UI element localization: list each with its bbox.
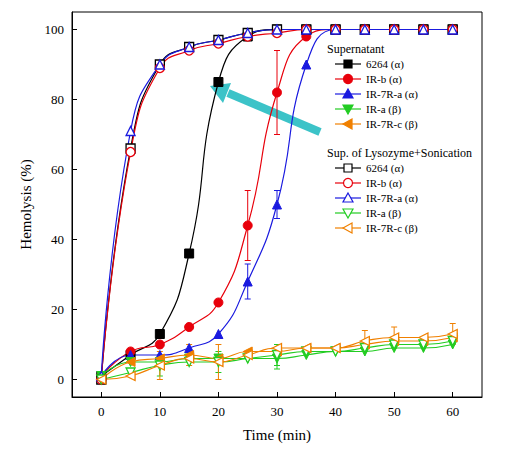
svg-text:6264 (α): 6264 (α) bbox=[366, 162, 404, 175]
svg-text:50: 50 bbox=[388, 404, 401, 419]
svg-text:20: 20 bbox=[212, 404, 225, 419]
svg-text:IR-7R-c (β): IR-7R-c (β) bbox=[366, 118, 418, 131]
svg-text:IR-a (β): IR-a (β) bbox=[366, 103, 402, 116]
svg-text:10: 10 bbox=[153, 404, 166, 419]
svg-text:Hemolysis (%): Hemolysis (%) bbox=[18, 159, 35, 249]
svg-text:40: 40 bbox=[329, 404, 342, 419]
svg-text:60: 60 bbox=[51, 162, 64, 177]
svg-text:IR-7R-a (α): IR-7R-a (α) bbox=[366, 192, 418, 205]
svg-text:30: 30 bbox=[271, 404, 284, 419]
svg-text:Supernatant: Supernatant bbox=[327, 42, 385, 56]
svg-text:Sup. of Lysozyme+Sonication: Sup. of Lysozyme+Sonication bbox=[327, 146, 472, 160]
svg-text:0: 0 bbox=[98, 404, 105, 419]
svg-text:40: 40 bbox=[51, 232, 64, 247]
svg-text:IR-7R-c (β): IR-7R-c (β) bbox=[366, 222, 418, 235]
svg-text:6264 (α): 6264 (α) bbox=[366, 58, 404, 71]
svg-text:20: 20 bbox=[51, 302, 64, 317]
svg-text:0: 0 bbox=[58, 372, 65, 387]
svg-text:60: 60 bbox=[446, 404, 459, 419]
svg-text:IR-a (β): IR-a (β) bbox=[366, 207, 402, 220]
svg-text:IR-b (α): IR-b (α) bbox=[366, 73, 402, 86]
svg-text:80: 80 bbox=[51, 92, 64, 107]
svg-text:IR-7R-a (α): IR-7R-a (α) bbox=[366, 88, 418, 101]
svg-text:100: 100 bbox=[45, 22, 65, 37]
svg-text:IR-b (α): IR-b (α) bbox=[366, 177, 402, 190]
svg-text:Time (min): Time (min) bbox=[243, 427, 311, 444]
